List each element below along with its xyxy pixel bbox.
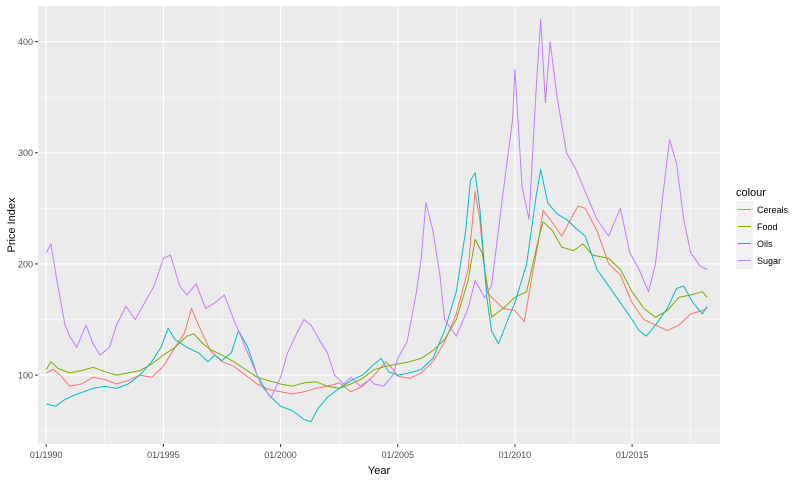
y-tick-label: 200 xyxy=(18,259,33,269)
x-axis-title: Year xyxy=(368,465,391,477)
series-lines xyxy=(45,18,708,423)
legend: colour Cereals Food Oils Sugar xyxy=(736,187,789,269)
x-tick-label: 01/1995 xyxy=(147,450,180,460)
x-axis: 01/1990 01/1995 01/2000 01/2005 01/2010 01/20… xyxy=(30,444,648,460)
x-tick-label: 01/2010 xyxy=(499,450,532,460)
series-line-cereals xyxy=(45,191,708,395)
x-tick-label: 01/2005 xyxy=(381,450,414,460)
y-tick-label: 400 xyxy=(18,37,33,47)
legend-label: Oils xyxy=(757,239,773,249)
plot-panel xyxy=(38,6,720,444)
legend-label: Food xyxy=(757,222,778,232)
legend-label: Cereals xyxy=(757,205,789,215)
x-tick-label: 01/1990 xyxy=(30,450,63,460)
legend-label: Sugar xyxy=(757,256,781,266)
legend-title: colour xyxy=(736,187,766,199)
y-tick-label: 300 xyxy=(18,148,33,158)
x-tick-label: 01/2000 xyxy=(264,450,297,460)
grid-minor xyxy=(38,6,720,444)
y-axis: 100 200 300 400 xyxy=(18,37,38,381)
y-tick-label: 100 xyxy=(18,371,33,381)
y-axis-title: Price Index xyxy=(6,197,18,253)
series-line-sugar xyxy=(45,18,708,398)
x-tick-label: 01/2015 xyxy=(616,450,649,460)
